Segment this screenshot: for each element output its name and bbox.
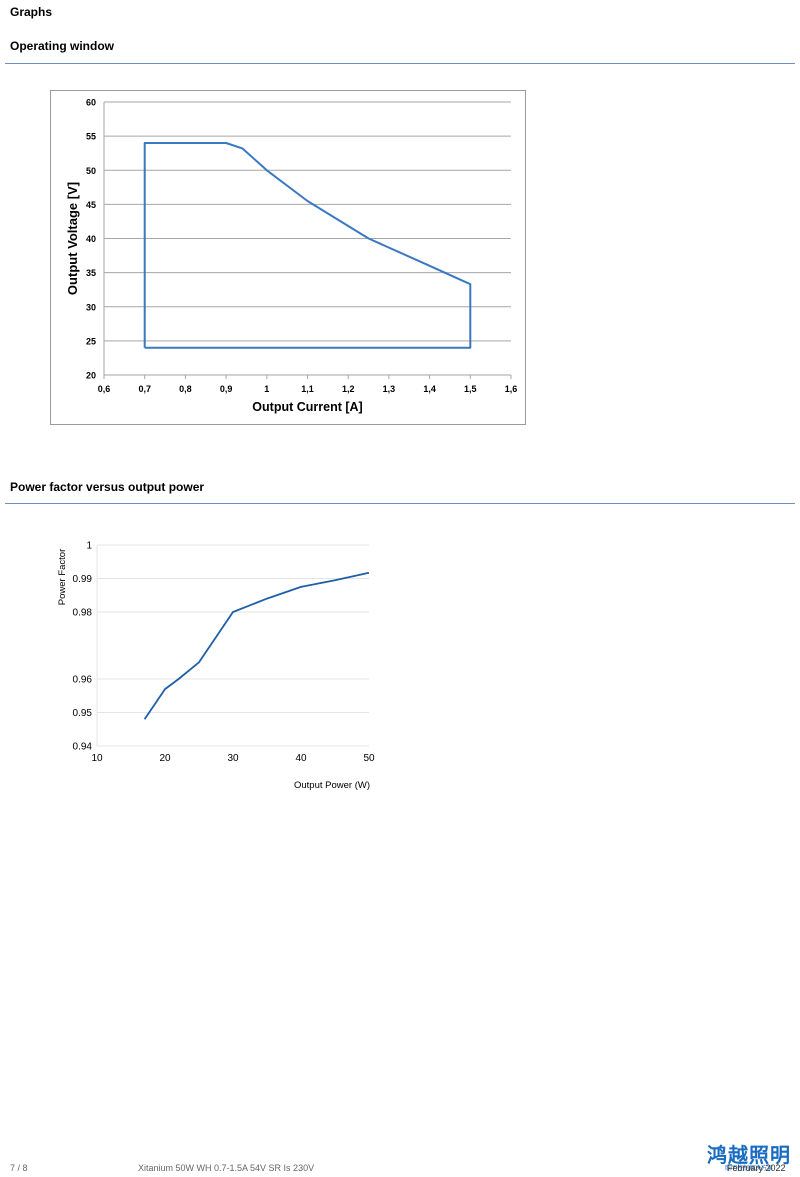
x-tick-label: 30: [227, 753, 239, 764]
section-divider: [5, 63, 795, 64]
y-tick-label: 0.94: [73, 742, 93, 753]
x-axis-label: Output Power (W): [294, 780, 370, 791]
operating-window-series-line: [143, 142, 472, 349]
watermark-logo: 鸿越照明 照明控制解决方案: [703, 1144, 795, 1173]
footer-date: February 2022: [727, 1163, 786, 1173]
x-tick-label: 1: [264, 384, 269, 394]
y-tick-label: 25: [86, 336, 96, 346]
y-tick-label: 0.98: [73, 608, 93, 619]
y-tick-label: 40: [86, 234, 96, 244]
y-tick-label: 45: [86, 200, 96, 210]
x-tick-label: 20: [159, 753, 171, 764]
watermark-sub-text: 照明控制解决方案: [724, 1166, 773, 1172]
y-tick-label: 20: [86, 371, 96, 381]
y-tick-label: 1: [86, 541, 92, 552]
section-divider: [5, 503, 795, 504]
x-tick-label: 50: [363, 753, 375, 764]
x-tick-label: 1,1: [301, 384, 314, 394]
x-tick-label: 0,9: [220, 384, 233, 394]
x-tick-label: 1,3: [383, 384, 396, 394]
y-axis-label: Output Voltage [V]: [65, 182, 80, 295]
y-tick-label: 55: [86, 132, 96, 142]
y-tick-label: 0.96: [73, 675, 93, 686]
x-tick-label: 10: [91, 753, 103, 764]
x-tick-label: 1,4: [423, 384, 436, 394]
y-tick-label: 0.95: [73, 708, 93, 719]
y-tick-label: 35: [86, 268, 96, 278]
page-heading: Graphs: [10, 5, 53, 19]
section-title-operating-window: Operating window: [10, 39, 114, 53]
x-tick-label: 0,8: [179, 384, 192, 394]
operating-window-chart-frame: 20 25 30 35 40 45 50 55 60 0,6 0,7 0,8 0,9 1 1,1 1,2 1,3…: [50, 90, 526, 425]
power-factor-chart: 0.94 0.95 0.96 0.98 0.99 1 10 20 30 40 50 Output Po…: [57, 541, 375, 792]
y-tick-label: 0.99: [73, 574, 93, 585]
x-tick-label: 1,2: [342, 384, 355, 394]
x-tick-label: 0,6: [98, 384, 111, 394]
power-factor-series-line: [143, 571, 370, 720]
footer-product-name: Xitanium 50W WH 0.7-1.5A 54V SR Is 230V: [138, 1163, 315, 1173]
footer-page-number: 7 / 8: [10, 1163, 28, 1173]
x-tick-label: 40: [295, 753, 307, 764]
watermark-main-text: 鸿越照明: [707, 1143, 791, 1167]
x-tick-label: 1,6: [505, 384, 518, 394]
y-tick-label: 30: [86, 302, 96, 312]
x-tick-label: 0,7: [138, 384, 151, 394]
y-tick-label: 60: [86, 98, 96, 108]
x-tick-label: 1,5: [464, 384, 477, 394]
section-title-power-factor: Power factor versus output power: [10, 480, 205, 494]
x-axis-label: Output Current [A]: [252, 400, 362, 414]
operating-window-chart: 20 25 30 35 40 45 50 55 60 0,6 0,7 0,8 0,9 1 1,1 1,2 1,3…: [65, 98, 518, 415]
y-axis-label: Power Factor: [57, 549, 68, 606]
y-tick-label: 50: [86, 166, 96, 176]
